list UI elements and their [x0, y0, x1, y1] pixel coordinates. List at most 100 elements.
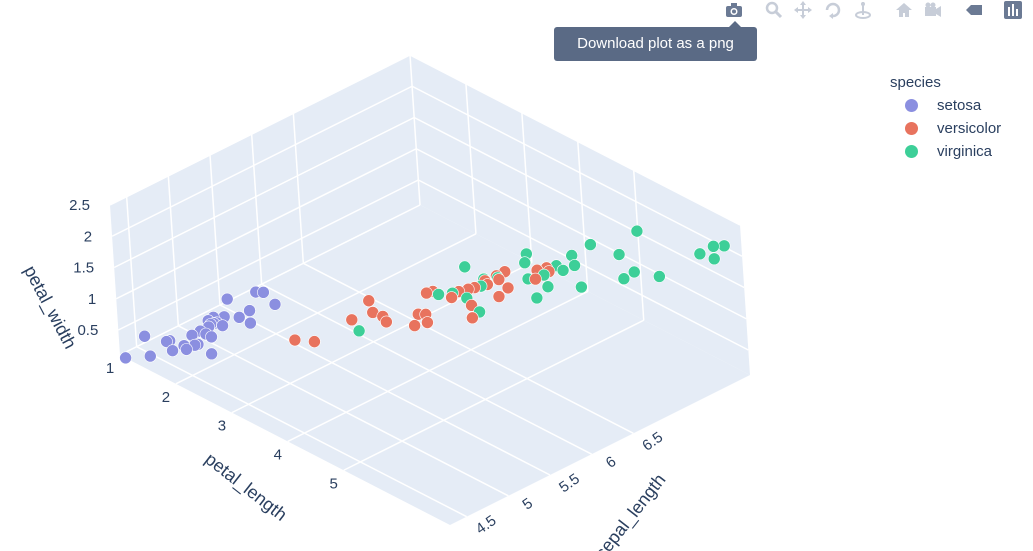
data-point-virginica: [630, 224, 644, 238]
gridline: [409, 54, 741, 226]
plotly-logo-button[interactable]: [1003, 0, 1025, 20]
z-tick-label: 2: [84, 228, 92, 245]
y-tick-label: 4: [274, 446, 282, 463]
y-tick-label: 1: [106, 360, 114, 377]
plot-walls: [110, 55, 750, 525]
z-tick-label: 2.5: [69, 197, 90, 214]
gridline: [109, 54, 411, 206]
data-point-virginica: [717, 239, 731, 253]
legend-item-virginica[interactable]: virginica: [885, 140, 1025, 163]
modebar: [718, 0, 1022, 20]
data-point-setosa: [243, 304, 256, 317]
spike-icon: [966, 5, 982, 15]
gridline: [287, 290, 589, 443]
z-axis-title: petal_width: [19, 262, 80, 352]
data-point-virginica: [612, 248, 626, 261]
gridline: [219, 304, 551, 476]
camera-view-button[interactable]: [923, 0, 945, 20]
data-point-versicolor: [529, 272, 542, 286]
x-tick-label: 6.5: [639, 429, 666, 455]
y-tick-label: 3: [218, 418, 226, 435]
data-point-setosa: [220, 292, 234, 306]
data-point-virginica: [541, 280, 555, 294]
data-point-virginica: [627, 265, 641, 279]
camera-view-icon: [925, 2, 941, 17]
x-tick-label: 5.5: [556, 470, 583, 496]
z-tick-label: 0.5: [77, 322, 98, 339]
legend-item-label: setosa: [937, 97, 982, 114]
data-points: [119, 224, 731, 365]
gridline: [117, 179, 419, 331]
zoom-button[interactable]: [764, 0, 786, 20]
gridline: [302, 262, 634, 435]
data-point-virginica: [530, 291, 544, 305]
camera-icon: [726, 3, 742, 17]
pan-button[interactable]: [793, 0, 815, 20]
data-point-virginica: [432, 288, 445, 301]
pan-icon: [794, 1, 812, 19]
legend-marker: [905, 145, 918, 158]
x-tick-label: 4.5: [473, 512, 500, 538]
turntable-button[interactable]: [853, 0, 875, 20]
gridline: [115, 148, 417, 300]
orbit-button[interactable]: [823, 0, 845, 20]
data-point-setosa: [138, 329, 151, 343]
data-point-virginica: [352, 324, 366, 338]
data-point-virginica: [653, 270, 666, 283]
gridline: [111, 85, 413, 237]
camera-button[interactable]: [724, 0, 746, 20]
gridline: [177, 325, 509, 497]
legend-item-label: virginica: [937, 143, 993, 160]
data-point-setosa: [257, 286, 270, 299]
data-point-setosa: [244, 316, 257, 330]
data-point-versicolor: [492, 290, 506, 303]
data-point-virginica: [584, 238, 597, 251]
data-point-virginica: [575, 280, 588, 294]
data-point-versicolor: [501, 281, 515, 295]
data-point-virginica: [568, 259, 581, 272]
legend-title: species: [890, 74, 941, 91]
data-point-virginica: [518, 256, 532, 270]
gridline: [411, 85, 743, 257]
zoom-icon: [765, 1, 783, 19]
gridline: [119, 204, 421, 356]
data-point-virginica: [458, 260, 472, 274]
x-tick-label: 6: [603, 453, 620, 472]
data-point-setosa: [268, 298, 282, 311]
data-point-setosa: [216, 319, 229, 332]
gridline: [415, 148, 747, 320]
orbit-icon: [825, 2, 841, 19]
gridline: [417, 179, 749, 351]
z-tick-label: 1: [88, 291, 96, 308]
floor-wall: [120, 205, 750, 525]
y-tick-label: 2: [162, 389, 170, 406]
legend-item-label: versicolor: [937, 120, 1002, 137]
gridline: [343, 319, 645, 471]
data-point-setosa: [166, 344, 179, 357]
gridline: [175, 233, 477, 385]
legend-item-versicolor[interactable]: versicolor: [885, 117, 1025, 140]
legend-marker: [905, 99, 918, 112]
data-point-virginica: [707, 252, 721, 266]
back-wall-y: [410, 55, 750, 375]
turntable-icon: [855, 2, 871, 19]
tooltip: Download plot as a png: [554, 21, 757, 61]
legend-marker: [905, 122, 918, 135]
data-point-virginica: [556, 264, 570, 277]
data-point-versicolor: [445, 291, 458, 304]
data-point-setosa: [143, 349, 157, 363]
home-button[interactable]: [894, 0, 916, 20]
data-point-versicolor: [362, 294, 376, 308]
data-point-setosa: [232, 311, 246, 324]
data-point-versicolor: [420, 286, 433, 300]
data-point-setosa: [119, 351, 132, 365]
gridline: [413, 116, 745, 289]
plotly-logo-icon: [1004, 1, 1022, 19]
spike-button[interactable]: [964, 0, 986, 20]
data-point-setosa: [205, 330, 218, 344]
y-tick-label: 5: [330, 475, 338, 492]
data-point-setosa: [160, 335, 173, 348]
back-wall-x: [110, 55, 420, 355]
legend-item-setosa[interactable]: setosa: [885, 94, 1025, 117]
